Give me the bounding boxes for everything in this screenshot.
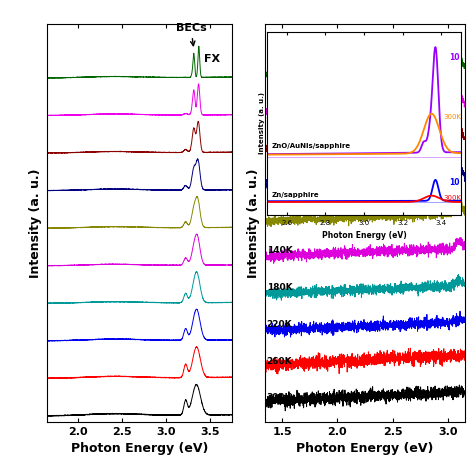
Y-axis label: Intensity (a. u.): Intensity (a. u.)	[29, 168, 42, 278]
Text: BECs: BECs	[175, 23, 206, 46]
X-axis label: Photon Energy (eV): Photon Energy (eV)	[71, 442, 209, 455]
Text: 100K: 100K	[266, 209, 292, 218]
Y-axis label: Intensity (a. u.): Intensity (a. u.)	[247, 168, 260, 278]
Text: 50K: 50K	[266, 136, 286, 144]
Text: 77K: 77K	[266, 172, 286, 181]
Text: 300K: 300K	[266, 393, 292, 402]
Text: 30K: 30K	[266, 99, 286, 108]
Text: FX: FX	[204, 55, 220, 64]
Text: 10K: 10K	[266, 62, 286, 71]
Text: 140K: 140K	[266, 246, 292, 255]
Text: 260K: 260K	[266, 356, 292, 365]
Text: 180K: 180K	[266, 283, 292, 292]
X-axis label: Photon Energy (eV): Photon Energy (eV)	[296, 442, 434, 455]
Text: 220K: 220K	[266, 319, 292, 328]
Text: (b): (b)	[272, 32, 292, 45]
